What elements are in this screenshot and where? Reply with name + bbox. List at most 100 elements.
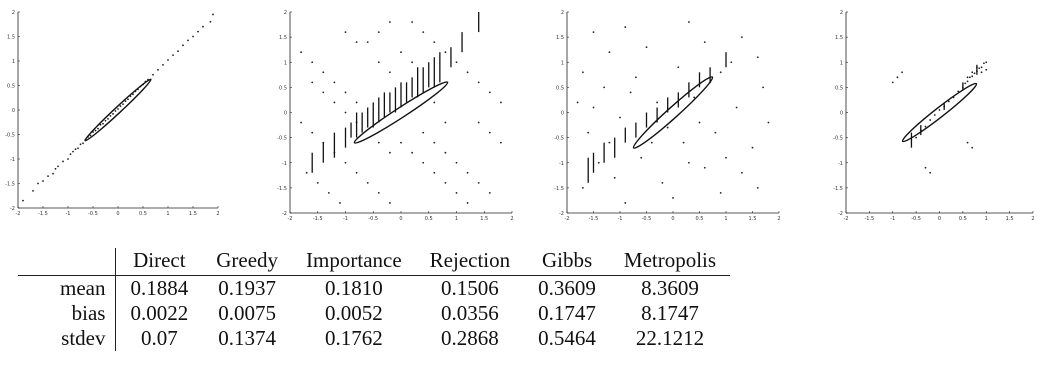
y-tick-label: -2 [838,211,843,217]
data-point [477,81,480,84]
y-tick-label: -1 [282,161,287,167]
data-point [741,36,743,39]
data-point [104,119,107,122]
data-point [202,25,204,28]
data-point [703,166,706,169]
data-point [311,81,314,84]
table-cell: 0.1506 [441,276,499,300]
data-point [592,31,595,33]
data-point [47,175,49,178]
data-point [411,151,413,154]
data-point [433,101,436,104]
y-tick-label: 1 [12,59,15,65]
data-point [741,171,743,174]
plot-1-svg: -2 -1.5 -1 -0.5 0 0.5 1 1.5 2 2 1.5 1 0.5 0 -0.5 -1 -1.5… [5,10,219,217]
table-header-row: Direct Greedy Importance Rejection Gibbs… [18,248,731,276]
data-point [656,101,658,104]
table-cell: 0.0075 [218,301,277,325]
data-point [82,142,84,145]
x-tick-label: 1.5 [749,216,757,222]
data-point [985,61,988,64]
data-point [62,160,64,163]
data-point [582,71,584,74]
y-tick-label: -1.5 [5,182,15,188]
x-tick-label: 1.5 [189,211,197,217]
table-cell: 0.1810 [324,276,383,300]
data-point [52,172,54,175]
data-point [94,129,97,132]
data-point [488,131,491,134]
y-tick-label: 1.5 [279,35,287,41]
data-point [980,66,983,69]
y-tick-label: 0.5 [279,85,287,91]
data-point [964,82,967,85]
x-tick-label: 0 [671,216,674,222]
data-point [444,181,447,184]
x-tick-label: -0.5 [88,211,98,217]
data-point [411,21,413,23]
data-point [344,31,347,33]
data-point [187,39,189,42]
data-point [698,121,701,124]
x-tick-label: -0.5 [368,216,378,222]
data-point [377,31,380,33]
data-point [117,108,119,110]
data-point [366,41,369,44]
x-tick-label: 0.5 [139,211,147,217]
x-tick-label: 1 [985,216,988,222]
table-cell: 0.2868 [441,326,499,350]
y-tick-label: 2 [840,10,843,16]
column-header: Gibbs [541,248,593,272]
data-point [735,106,738,109]
data-point [355,101,358,104]
data-point [389,21,391,23]
data-point [107,117,109,120]
data-point [756,56,759,59]
table-cell: 0.3609 [538,276,596,300]
table-corner [18,248,117,276]
y-tick-label: 0 [840,111,843,117]
data-point [597,161,600,164]
data-point [122,103,124,106]
plot-2-svg: -2 -1.5 -1 -0.5 0 0.5 1 1.5 2 2 1.5 1 0.5 0 -0.5 -1 -1.5… [277,10,513,222]
y-tick-label: -2 [10,206,15,212]
data-point [152,73,154,76]
x-tick-label: 2 [510,216,513,222]
x-tick-label: 2 [216,211,219,217]
data-point [488,91,491,94]
data-point [500,141,502,144]
row-label: stdev [18,326,117,351]
table-cell: 8.3609 [641,276,699,300]
column-header: Rejection [429,248,511,272]
y-tick-label: 0.5 [835,85,843,91]
data-point [366,181,369,184]
y-tick-label: -2 [559,211,564,217]
table-cell: 0.0022 [130,301,189,325]
data-point [929,171,932,174]
data-point [355,41,358,44]
table-cell: 22.1212 [635,326,705,350]
plot-1: -2 -1.5 -1 -0.5 0 0.5 1 1.5 2 2 1.5 1 0.5 0 -0.5 -1 -1.5… [4,8,222,218]
data-point [89,134,92,137]
x-tick-label: 0 [938,216,941,222]
plot-2: -2 -1.5 -1 -0.5 0 0.5 1 1.5 2 2 1.5 1 0.5 0 -0.5 -1 -1.5… [276,8,516,223]
data-point [968,76,971,79]
data-point [896,76,899,79]
data-point [119,105,122,107]
data-point [167,59,169,61]
data-point [901,71,903,74]
data-point [703,41,706,44]
data-point [762,86,764,89]
data-point [32,189,34,192]
data-point [983,62,985,65]
data-point [719,71,722,74]
data-point [661,181,664,184]
data-point [666,126,669,129]
data-point [132,93,134,96]
data-point [466,171,469,174]
x-tick-label: 1.5 [1006,216,1014,222]
data-point [377,192,380,194]
data-point [466,71,469,74]
y-tick-label: 1 [561,60,564,66]
y-tick-label: -2 [282,211,287,217]
